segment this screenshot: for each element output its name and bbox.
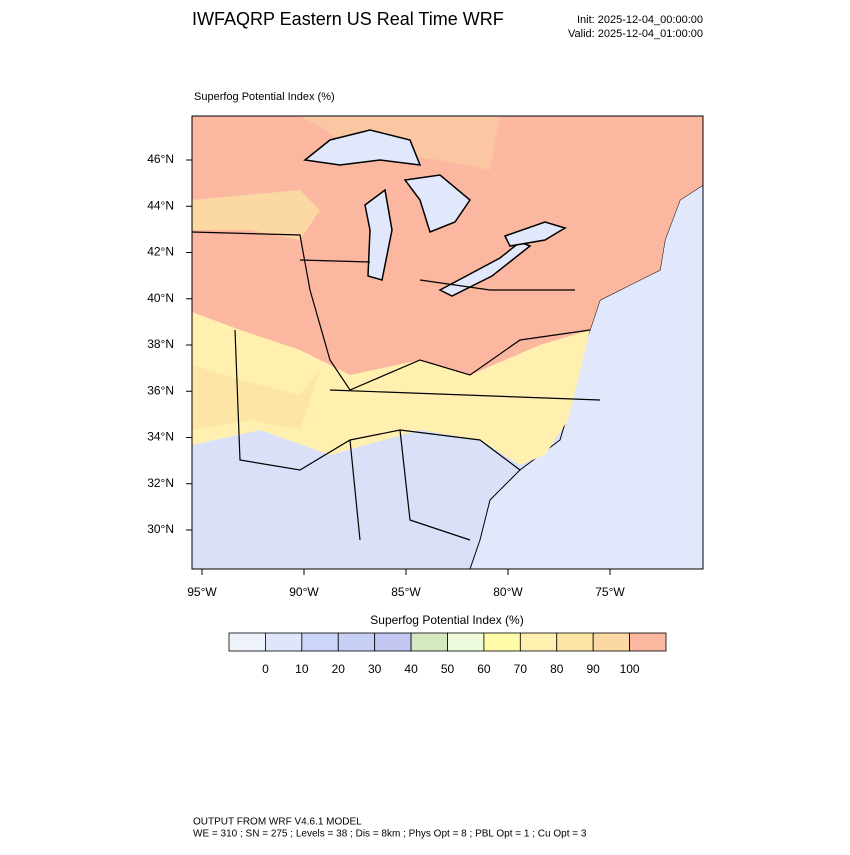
land-patch (192, 190, 320, 240)
title: IWFAQRP Eastern US Real Time WRF (192, 9, 504, 29)
lat-labels: 46°N 44°N 42°N 40°N 38°N 36°N 34°N 32°N 30°N (147, 152, 192, 536)
lat-label: 40°N (147, 291, 174, 305)
colorbar-box (410, 632, 448, 652)
lake-erie (438, 241, 532, 297)
colorbar-label: 40 (404, 662, 418, 676)
lon-label: 80°W (493, 585, 523, 599)
colorbar-label: 0 (262, 662, 269, 676)
valid-time: Valid: 2025-12-04_01:00:00 (568, 28, 703, 40)
colorbar: 0 10 20 30 40 50 60 70 80 90 100 (228, 632, 667, 676)
colorbar-label: 60 (477, 662, 491, 676)
lat-label: 34°N (147, 430, 174, 444)
colorbar-box (519, 632, 558, 652)
init-time: Init: 2025-12-04_00:00:00 (577, 14, 703, 26)
colorbar-box (265, 632, 303, 652)
footer-line: WE = 310 ; SN = 275 ; Levels = 38 ; Dis … (193, 829, 587, 840)
colorbar-box (592, 632, 630, 652)
lat-label: 30°N (147, 522, 174, 536)
land-north (192, 116, 703, 375)
colorbar-label: 50 (441, 662, 455, 676)
colorbar-box (556, 632, 594, 652)
lake-ontario (503, 221, 567, 247)
borders (192, 231, 601, 541)
colorbar-box (228, 632, 266, 652)
lat-label: 42°N (147, 245, 174, 259)
colorbar-label: 100 (620, 662, 640, 676)
colorbar-label: 80 (550, 662, 564, 676)
colorbar-box (374, 632, 412, 652)
lat-label: 32°N (147, 476, 174, 490)
colorbar-label: 20 (332, 662, 346, 676)
lon-label: 85°W (391, 585, 421, 599)
colorbar-title: Superfog Potential Index (%) (370, 613, 523, 627)
lon-label: 75°W (595, 585, 625, 599)
lon-labels: 95°W 90°W 85°W 80°W 75°W (187, 569, 625, 599)
lake-superior (303, 129, 422, 166)
lat-label: 38°N (147, 337, 174, 351)
colorbar-box (483, 632, 521, 652)
colorbar-box (301, 632, 339, 652)
colorbar-label: 90 (586, 662, 600, 676)
colorbar-label: 30 (368, 662, 382, 676)
map-frame (191, 115, 704, 570)
lat-label: 46°N (147, 152, 174, 166)
lake-michigan (364, 188, 393, 281)
map (192, 116, 703, 569)
lon-label: 95°W (187, 585, 217, 599)
footer-line: OUTPUT FROM WRF V4.6.1 MODEL (193, 817, 362, 828)
lat-label: 36°N (147, 383, 174, 397)
map-label: Superfog Potential Index (%) (194, 91, 335, 103)
colorbar-box (337, 632, 376, 652)
colorbar-box (629, 632, 667, 652)
colorbar-label: 10 (295, 662, 309, 676)
colorbar-box (447, 632, 485, 652)
lon-label: 90°W (289, 585, 319, 599)
lat-label: 44°N (147, 198, 174, 212)
land-patch (192, 365, 320, 430)
lake-huron (403, 174, 472, 233)
colorbar-label: 70 (514, 662, 528, 676)
